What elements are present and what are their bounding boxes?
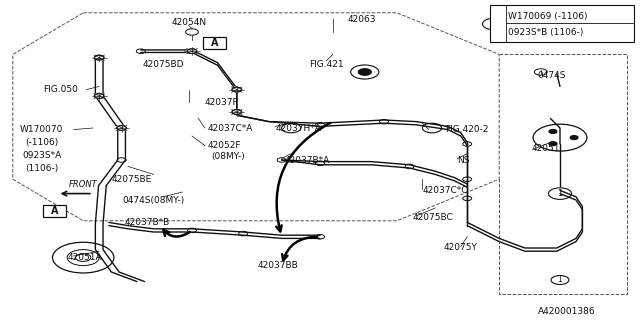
Text: 42037H*A: 42037H*A bbox=[275, 124, 321, 132]
Text: 1: 1 bbox=[557, 276, 563, 284]
Text: 42037C*C: 42037C*C bbox=[422, 186, 468, 195]
Text: 0923S*B (1106-): 0923S*B (1106-) bbox=[508, 28, 583, 37]
Text: 42037F: 42037F bbox=[205, 98, 239, 107]
Text: 42052F: 42052F bbox=[208, 141, 241, 150]
Text: 42075BE: 42075BE bbox=[111, 175, 151, 184]
Text: W170069 (-1106): W170069 (-1106) bbox=[508, 12, 587, 21]
Text: FIG.050: FIG.050 bbox=[44, 85, 78, 94]
Circle shape bbox=[94, 93, 104, 99]
Circle shape bbox=[358, 69, 371, 75]
Text: 42037B*A: 42037B*A bbox=[285, 156, 330, 164]
Text: 42075BC: 42075BC bbox=[413, 213, 454, 222]
Circle shape bbox=[232, 87, 242, 92]
Text: W170070: W170070 bbox=[20, 125, 63, 134]
Circle shape bbox=[549, 130, 557, 133]
Text: (1106-): (1106-) bbox=[25, 164, 58, 172]
Circle shape bbox=[570, 136, 578, 140]
Text: A: A bbox=[211, 38, 218, 48]
Circle shape bbox=[187, 49, 197, 54]
Circle shape bbox=[549, 142, 557, 146]
Text: 42051: 42051 bbox=[531, 144, 560, 153]
Text: FIG.420-2: FIG.420-2 bbox=[445, 125, 488, 134]
Text: 1: 1 bbox=[492, 20, 497, 28]
Text: (08MY-): (08MY-) bbox=[211, 152, 245, 161]
Text: A420001386: A420001386 bbox=[538, 308, 595, 316]
Text: NS: NS bbox=[458, 156, 470, 164]
Text: 0923S*A: 0923S*A bbox=[22, 151, 61, 160]
Text: 42075BD: 42075BD bbox=[143, 60, 184, 68]
Text: 42037BB: 42037BB bbox=[258, 261, 299, 270]
Text: 42063: 42063 bbox=[348, 15, 376, 24]
Text: 0474S(08MY-): 0474S(08MY-) bbox=[122, 196, 185, 204]
Circle shape bbox=[232, 109, 242, 115]
Circle shape bbox=[94, 55, 104, 60]
FancyBboxPatch shape bbox=[490, 5, 634, 42]
Circle shape bbox=[116, 125, 127, 131]
Text: A: A bbox=[51, 206, 58, 216]
Text: FRONT: FRONT bbox=[69, 180, 97, 189]
Text: 42037C*A: 42037C*A bbox=[208, 124, 253, 132]
Text: 42054N: 42054N bbox=[172, 18, 206, 27]
Text: 42037B*B: 42037B*B bbox=[125, 218, 170, 227]
Text: FIG.421: FIG.421 bbox=[309, 60, 344, 68]
Text: 1: 1 bbox=[557, 189, 563, 198]
FancyBboxPatch shape bbox=[43, 205, 66, 217]
Text: 0474S: 0474S bbox=[538, 71, 566, 80]
Text: 42051A: 42051A bbox=[67, 253, 102, 262]
Text: (-1106): (-1106) bbox=[25, 138, 58, 147]
Text: 42075Y: 42075Y bbox=[444, 244, 477, 252]
FancyBboxPatch shape bbox=[203, 37, 226, 49]
